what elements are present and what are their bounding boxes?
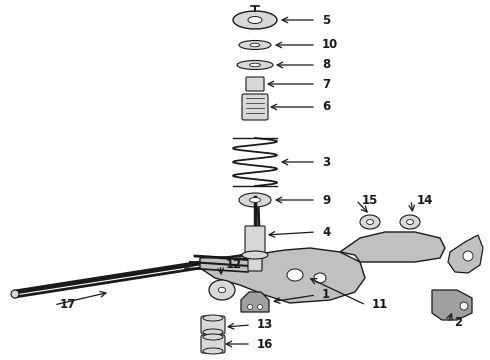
Text: 6: 6 [322, 100, 330, 113]
Ellipse shape [239, 40, 271, 49]
Text: 2: 2 [454, 316, 462, 329]
FancyBboxPatch shape [246, 77, 264, 91]
Ellipse shape [400, 215, 420, 229]
Text: 11: 11 [372, 298, 388, 311]
FancyBboxPatch shape [201, 316, 225, 334]
Polygon shape [241, 292, 269, 312]
Ellipse shape [249, 198, 261, 202]
Text: 3: 3 [322, 156, 330, 168]
Ellipse shape [237, 60, 273, 69]
Text: 4: 4 [322, 225, 330, 238]
Text: 14: 14 [417, 194, 433, 207]
Text: 5: 5 [322, 13, 330, 27]
Text: 9: 9 [322, 194, 330, 207]
Ellipse shape [258, 305, 263, 310]
Text: 15: 15 [362, 194, 378, 207]
Ellipse shape [463, 251, 473, 261]
Ellipse shape [239, 193, 271, 207]
Ellipse shape [250, 43, 260, 47]
FancyBboxPatch shape [248, 255, 262, 271]
Text: 13: 13 [257, 319, 273, 332]
FancyBboxPatch shape [245, 226, 265, 256]
Text: 17: 17 [60, 298, 76, 311]
Ellipse shape [249, 63, 260, 67]
Text: 16: 16 [257, 338, 273, 351]
Ellipse shape [247, 305, 252, 310]
Polygon shape [432, 290, 472, 320]
Ellipse shape [203, 334, 223, 340]
Text: 8: 8 [322, 58, 330, 72]
Text: 7: 7 [322, 77, 330, 90]
Ellipse shape [203, 348, 223, 354]
Ellipse shape [367, 220, 373, 225]
Text: 12: 12 [226, 258, 242, 271]
Text: 10: 10 [322, 39, 338, 51]
Ellipse shape [233, 11, 277, 29]
Ellipse shape [407, 220, 414, 225]
Ellipse shape [460, 302, 468, 310]
Polygon shape [340, 232, 445, 262]
Ellipse shape [203, 315, 223, 321]
FancyBboxPatch shape [201, 335, 225, 353]
Ellipse shape [11, 290, 19, 298]
Polygon shape [200, 248, 365, 303]
Ellipse shape [242, 251, 268, 259]
Ellipse shape [248, 17, 262, 23]
Text: 1: 1 [322, 288, 330, 302]
FancyBboxPatch shape [242, 94, 268, 120]
Ellipse shape [360, 215, 380, 229]
Ellipse shape [209, 280, 235, 300]
Ellipse shape [314, 273, 326, 283]
Polygon shape [448, 235, 483, 273]
Ellipse shape [219, 287, 225, 293]
Ellipse shape [203, 329, 223, 335]
Ellipse shape [287, 269, 303, 281]
